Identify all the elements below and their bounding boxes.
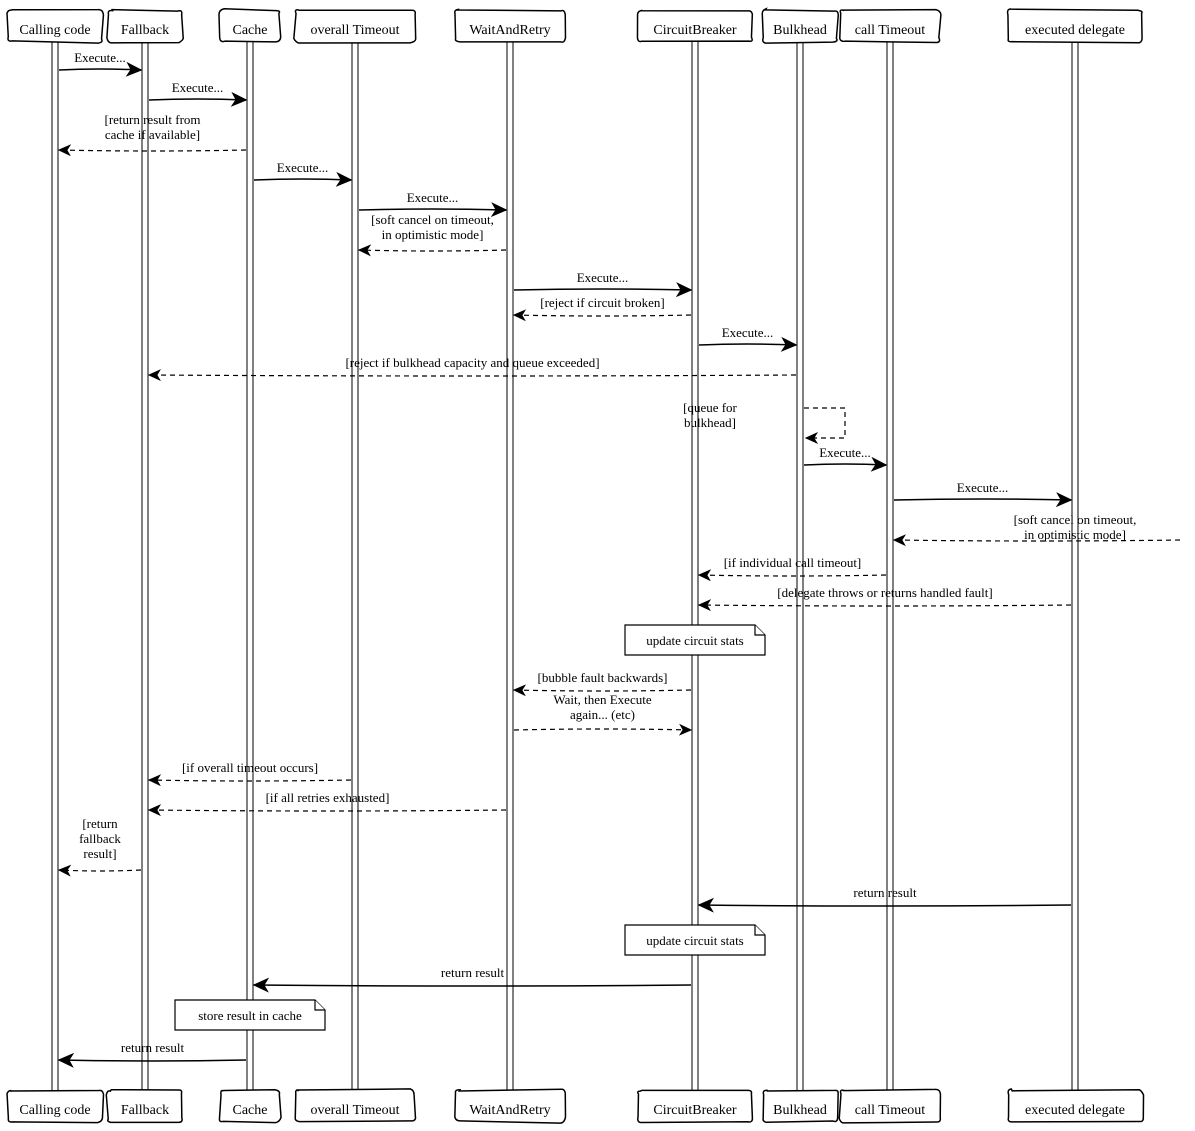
svg-text:[if individual call timeout]: [if individual call timeout] [724, 555, 862, 570]
svg-text:[soft cancel on timeout,in opt: [soft cancel on timeout,in optimistic mo… [1014, 512, 1137, 542]
participant-bulkhead: Bulkhead [773, 23, 827, 38]
sequence-diagram: Execute... Execute... [return result fromc… [0, 0, 1195, 1131]
svg-text:Execute...: Execute... [957, 480, 1009, 495]
participant-cache: Cache [233, 1103, 268, 1118]
svg-text:[soft cancel on timeout,in opt: [soft cancel on timeout,in optimistic mo… [371, 212, 494, 242]
participant-delegate: executed delegate [1025, 23, 1125, 38]
svg-text:[if all retries exhausted]: [if all retries exhausted] [266, 790, 390, 805]
participant-calling: Calling code [19, 23, 90, 38]
svg-text:[returnfallbackresult]: [returnfallbackresult] [79, 816, 121, 861]
participant-cache: Cache [233, 23, 268, 38]
svg-text:Execute...: Execute... [74, 50, 126, 65]
svg-text:[delegate throws or returns ha: [delegate throws or returns handled faul… [777, 585, 993, 600]
svg-text:[bubble fault backwards]: [bubble fault backwards] [538, 670, 668, 685]
participant-fallback: Fallback [121, 23, 169, 38]
participant-ctimeout: call Timeout [855, 23, 926, 38]
participant-fallback: Fallback [121, 1103, 169, 1118]
diagram-svg: Execute... Execute... [return result fromc… [0, 0, 1195, 1131]
svg-text:Execute...: Execute... [819, 445, 871, 460]
svg-text:return result: return result [121, 1040, 185, 1055]
participant-retry: WaitAndRetry [469, 1103, 550, 1118]
svg-text:[return result fromcache if av: [return result fromcache if available] [104, 112, 200, 142]
svg-text:[queue forbulkhead]: [queue forbulkhead] [683, 400, 737, 430]
svg-text:update circuit stats: update circuit stats [646, 933, 743, 948]
svg-text:[if overall timeout occurs]: [if overall timeout occurs] [182, 760, 318, 775]
participant-otimeout: overall Timeout [310, 1103, 399, 1118]
participant-retry: WaitAndRetry [469, 23, 550, 38]
svg-text:return result: return result [441, 965, 505, 980]
svg-text:Execute...: Execute... [172, 80, 224, 95]
svg-text:Execute...: Execute... [722, 325, 774, 340]
participant-circuit: CircuitBreaker [653, 1103, 737, 1118]
svg-text:update circuit stats: update circuit stats [646, 633, 743, 648]
svg-text:Execute...: Execute... [577, 270, 629, 285]
svg-text:[reject if circuit broken]: [reject if circuit broken] [540, 295, 665, 310]
participant-ctimeout: call Timeout [855, 1103, 926, 1118]
participant-calling: Calling code [19, 1103, 90, 1118]
svg-text:Execute...: Execute... [277, 160, 329, 175]
svg-text:return result: return result [853, 885, 917, 900]
svg-text:store result in cache: store result in cache [198, 1008, 302, 1023]
participant-circuit: CircuitBreaker [653, 23, 737, 38]
svg-text:Wait, then Executeagain... (et: Wait, then Executeagain... (etc) [553, 692, 651, 722]
svg-text:[reject if bulkhead capacity a: [reject if bulkhead capacity and queue e… [345, 355, 599, 370]
participant-otimeout: overall Timeout [310, 23, 399, 38]
participant-bulkhead: Bulkhead [773, 1103, 827, 1118]
participant-delegate: executed delegate [1025, 1103, 1125, 1118]
svg-text:Execute...: Execute... [407, 190, 459, 205]
